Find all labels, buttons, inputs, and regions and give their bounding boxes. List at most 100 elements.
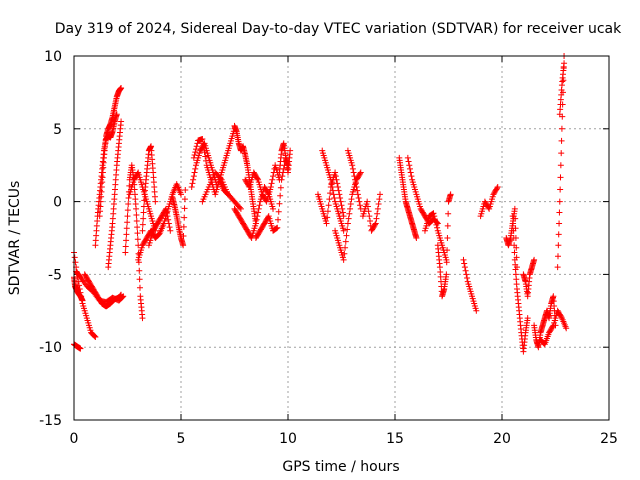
data-point (276, 200, 283, 207)
data-point (343, 232, 350, 239)
data-point (557, 186, 564, 193)
data-point (367, 218, 374, 225)
data-point (338, 202, 345, 209)
data-point (444, 235, 451, 241)
data-point (134, 224, 141, 231)
data-point (324, 214, 331, 221)
data-point (217, 175, 224, 182)
data-point (549, 323, 556, 330)
data-point (191, 169, 198, 176)
data-point (164, 213, 171, 220)
data-point (270, 205, 277, 212)
data-point (375, 201, 382, 208)
data-point (180, 233, 187, 240)
data-point (348, 196, 355, 203)
data-point (349, 162, 356, 169)
data-point (92, 334, 99, 341)
data-point (365, 208, 372, 215)
y-axis-label: SDTVAR / TECUs (7, 181, 23, 296)
data-point (247, 233, 254, 240)
data-point (364, 198, 371, 205)
data-point (178, 191, 184, 198)
data-point (140, 215, 147, 222)
data-point (372, 220, 379, 227)
data-point (364, 203, 371, 210)
data-point (124, 207, 131, 214)
data-point (255, 205, 262, 212)
data-point (325, 202, 332, 209)
data-point (494, 185, 501, 192)
data-point (252, 220, 259, 227)
data-point (118, 118, 125, 125)
data-point (443, 271, 450, 278)
data-point (163, 209, 170, 216)
data-point (180, 223, 187, 230)
y-tick-label: 0 (53, 195, 62, 211)
data-point (531, 256, 538, 263)
data-point (140, 203, 147, 210)
data-point (118, 85, 125, 92)
data-point (182, 186, 189, 193)
data-point (267, 184, 274, 191)
data-point (340, 227, 347, 234)
data-point (344, 226, 351, 233)
data-point (277, 184, 284, 191)
data-point (189, 180, 196, 187)
data-point (557, 162, 564, 169)
data-point (124, 219, 131, 226)
data-point (163, 205, 170, 212)
data-point (113, 111, 120, 118)
data-point (485, 204, 492, 211)
data-point (265, 214, 272, 221)
data-point (555, 231, 562, 238)
data-point (133, 218, 140, 225)
data-point (327, 176, 334, 183)
data-point (405, 158, 412, 165)
data-point (194, 140, 201, 147)
data-point (558, 313, 565, 320)
data-point (541, 340, 548, 347)
data-point (125, 194, 132, 201)
data-point (431, 216, 438, 223)
y-tick-label: 5 (53, 122, 62, 138)
data-point (335, 187, 342, 194)
data-point (133, 211, 140, 218)
data-point (191, 152, 198, 159)
data-point (345, 215, 352, 222)
data-point (324, 208, 331, 215)
data-point (340, 256, 347, 263)
data-point (77, 345, 84, 352)
data-point (269, 176, 276, 183)
data-point (563, 325, 570, 332)
data-point (494, 184, 501, 191)
data-point (256, 202, 263, 209)
data-point (270, 173, 277, 180)
data-point (133, 205, 140, 212)
data-point (346, 210, 353, 217)
data-point (193, 143, 200, 150)
data-point (79, 297, 86, 304)
data-point (75, 282, 82, 289)
data-point (192, 165, 199, 172)
data-point (328, 180, 335, 187)
data-point (254, 175, 261, 182)
axis-ticks: 0 5 10 15 20 25 -15 -10 -5 0 5 10 (39, 49, 618, 447)
data-point (118, 291, 125, 298)
data-point (141, 197, 148, 204)
data-point (524, 315, 531, 322)
data-point (554, 253, 561, 260)
data-point (352, 176, 359, 183)
data-point (431, 213, 438, 220)
data-point (190, 176, 197, 183)
data-point (200, 140, 207, 147)
data-point (372, 221, 379, 228)
data-point (406, 165, 413, 172)
x-tick-label: 5 (177, 431, 186, 447)
data-point (352, 180, 359, 187)
data-point (255, 209, 262, 216)
data-point (558, 150, 565, 157)
data-point (408, 173, 415, 180)
data-point (433, 221, 440, 228)
data-point (373, 215, 380, 222)
data-point (236, 204, 243, 211)
